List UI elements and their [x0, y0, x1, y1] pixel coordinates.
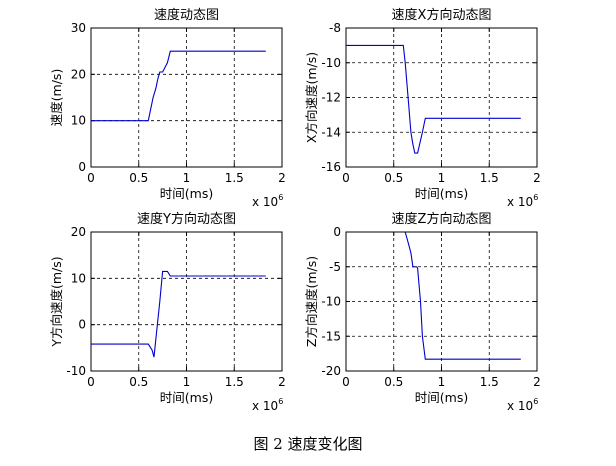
- y-tick-label: 0: [78, 318, 86, 332]
- x-tick-label: 0.5: [129, 171, 148, 185]
- y-axis-label: 速度(m/s): [49, 69, 64, 127]
- figure-caption: 图 2 速度变化图: [253, 435, 363, 453]
- y-tick-label: -8: [329, 21, 341, 35]
- data-line-1: [91, 270, 266, 358]
- y-tick-label: 20: [71, 67, 86, 81]
- x-tick-label: 2: [533, 171, 541, 185]
- y-tick-label: 20: [71, 225, 86, 239]
- x-tick-label: 1: [183, 171, 191, 185]
- y-axis-label: X方向速度(m/s): [304, 52, 319, 143]
- x-multiplier: x 106: [252, 193, 283, 209]
- x-tick-label: 0: [87, 375, 95, 389]
- x-axis-label: 时间(ms): [160, 186, 213, 201]
- chart-title: 速度动态图: [154, 7, 219, 23]
- data-line-1: [346, 44, 521, 154]
- subplot-3: 0 0.5 1 1.5 2-1001020速度Y方向动态图时间(ms)Y方向速度(m/s…: [49, 211, 286, 413]
- x-multiplier: x 106: [507, 397, 538, 413]
- y-tick-label: -20: [321, 364, 341, 378]
- x-axis-label: 时间(ms): [160, 390, 213, 405]
- x-tick-label: 0.5: [384, 375, 403, 389]
- chart-title: 速度Y方向动态图: [137, 211, 236, 227]
- y-tick-label: 30: [71, 21, 86, 35]
- x-tick-label: 0: [342, 171, 350, 185]
- x-tick-label: 0.5: [384, 171, 403, 185]
- data-line-1: [91, 50, 266, 122]
- chart-title: 速度X方向动态图: [392, 7, 492, 23]
- x-tick-label: 1: [438, 171, 446, 185]
- x-multiplier: x 106: [252, 397, 283, 413]
- x-tick-label: 2: [278, 375, 286, 389]
- y-tick-label: 10: [71, 271, 86, 285]
- y-tick-label: -10: [321, 295, 341, 309]
- x-axis-label: 时间(ms): [415, 186, 468, 201]
- data-line-1: [404, 231, 521, 360]
- y-tick-label: 0: [78, 160, 86, 174]
- x-multiplier: x 106: [507, 193, 538, 209]
- x-tick-label: 1.5: [480, 171, 499, 185]
- x-tick-label: 1.5: [225, 375, 244, 389]
- x-tick-label: 2: [278, 171, 286, 185]
- y-axis-label: Z方向速度(m/s): [304, 256, 319, 347]
- y-axis-label: Y方向速度(m/s): [49, 256, 64, 347]
- y-tick-label: 0: [333, 225, 341, 239]
- x-tick-label: 0: [342, 375, 350, 389]
- chart-title: 速度Z方向动态图: [392, 211, 492, 227]
- x-tick-label: 2: [533, 375, 541, 389]
- y-tick-label: -15: [321, 329, 341, 343]
- y-tick-label: -14: [321, 125, 341, 139]
- y-tick-label: -10: [321, 56, 341, 70]
- x-axis-label: 时间(ms): [415, 390, 468, 405]
- y-tick-label: -12: [321, 91, 341, 105]
- x-tick-label: 1.5: [225, 171, 244, 185]
- x-tick-label: 1.5: [480, 375, 499, 389]
- x-tick-label: 0: [87, 171, 95, 185]
- y-tick-label: -16: [321, 160, 341, 174]
- x-tick-label: 1: [438, 375, 446, 389]
- x-tick-label: 1: [183, 375, 191, 389]
- y-tick-label: 10: [71, 114, 86, 128]
- x-tick-label: 0.5: [129, 375, 148, 389]
- y-tick-label: -10: [66, 364, 86, 378]
- y-tick-label: -5: [329, 260, 341, 274]
